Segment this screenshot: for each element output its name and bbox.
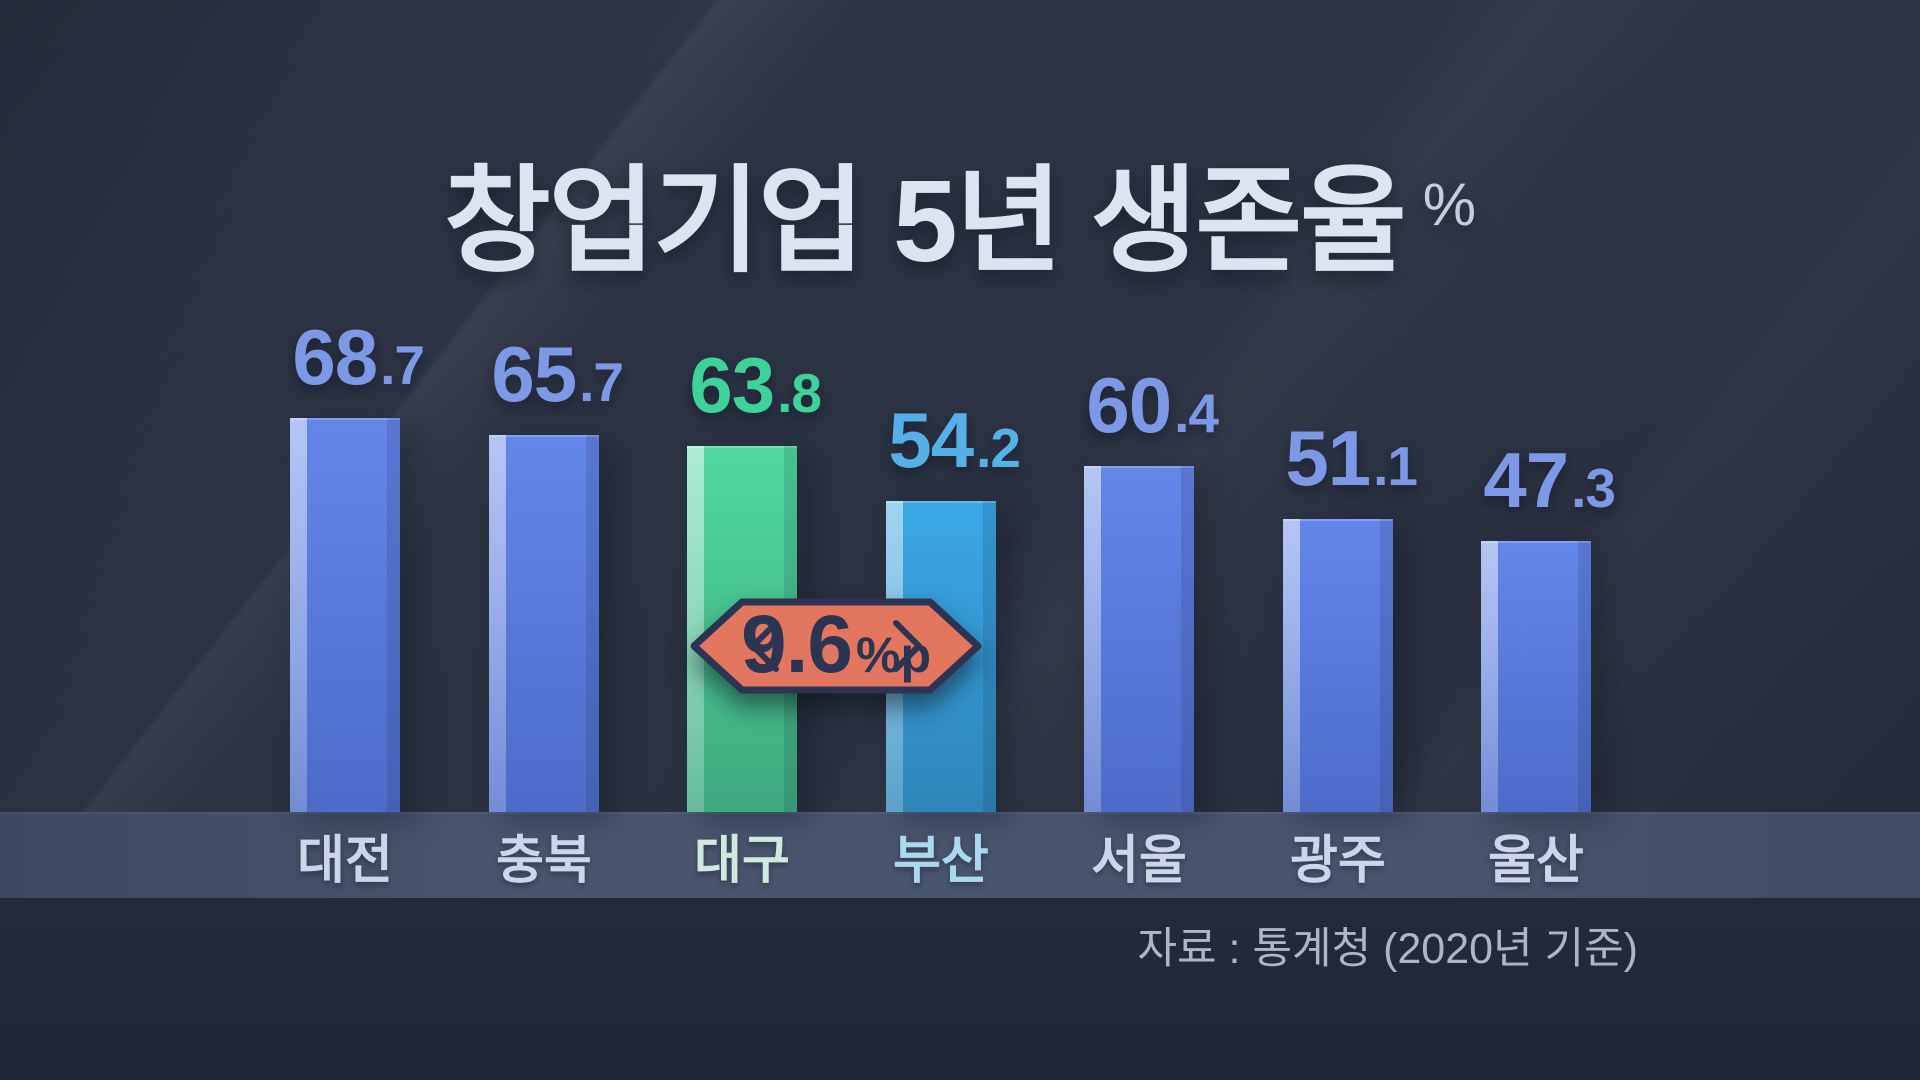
region-label-3: 대구	[694, 831, 790, 890]
bar-value-label: 60.4	[1086, 366, 1219, 444]
bar-right-shade	[1181, 466, 1194, 812]
bar-value-label: 54.2	[888, 401, 1021, 479]
bar-6	[1283, 519, 1393, 812]
badge-hexagon	[690, 598, 982, 694]
bar-7	[1481, 541, 1591, 812]
difference-badge: 9.6%p	[690, 596, 982, 696]
bar-right-shade	[1380, 519, 1393, 812]
chart-title-text: 창업기업 5년 생존율	[443, 155, 1407, 286]
bar-value-decimal: .8	[777, 362, 822, 424]
bar-1	[290, 418, 400, 812]
bar-value-integer: 47	[1483, 436, 1569, 524]
bar-value-label: 47.3	[1483, 441, 1616, 519]
bar-value-integer: 51	[1285, 414, 1371, 502]
bar-left-highlight	[1283, 519, 1300, 812]
chart-title-unit: %	[1422, 171, 1477, 238]
bar-right-shade	[983, 501, 996, 812]
region-label-1: 대전	[297, 831, 393, 890]
bar-right-shade	[586, 435, 599, 812]
bar-left-highlight	[687, 446, 704, 812]
bar-value-decimal: .2	[976, 417, 1021, 479]
bar-left-highlight	[1481, 541, 1498, 812]
bar-value-decimal: .1	[1373, 435, 1418, 497]
x-axis-band	[0, 812, 1920, 898]
bar-left-highlight	[290, 418, 307, 812]
bar-value-label: 68.7	[292, 318, 425, 396]
bar-value-integer: 63	[689, 341, 775, 429]
bar-right-shade	[387, 418, 400, 812]
chart-title: 창업기업 5년 생존율 %	[0, 128, 1920, 293]
bar-value-integer: 54	[888, 396, 974, 484]
badge-text: 9.6%p	[690, 596, 982, 696]
bar-value-decimal: .7	[380, 334, 425, 396]
bar-value-label: 51.1	[1285, 419, 1418, 497]
badge-value: 9.6	[741, 599, 853, 690]
bar-2	[489, 435, 599, 812]
bar-value-label: 63.8	[689, 346, 822, 424]
bar-value-label: 65.7	[491, 335, 624, 413]
region-label-4: 부산	[893, 831, 989, 890]
badge-unit: %p	[856, 627, 931, 683]
bar-left-highlight	[489, 435, 506, 812]
bar-value-decimal: .3	[1571, 457, 1616, 519]
right-chevron-icon	[893, 620, 922, 672]
bar-value-decimal: .4	[1174, 382, 1219, 444]
difference-badge-shape-svg	[690, 598, 982, 694]
region-label-6: 광주	[1290, 831, 1386, 890]
bar-left-highlight	[1084, 466, 1101, 812]
bar-value-integer: 65	[491, 330, 577, 418]
footer-area	[0, 898, 1920, 1080]
bar-value-integer: 60	[1086, 361, 1172, 449]
left-chevron-icon	[750, 620, 779, 672]
bar-value-integer: 68	[292, 313, 378, 401]
bar-5	[1084, 466, 1194, 812]
bar-value-decimal: .7	[579, 351, 624, 413]
source-note: 자료 : 통계청 (2020년 기준)	[1137, 925, 1638, 973]
region-label-2: 충북	[496, 831, 592, 890]
bar-right-shade	[1578, 541, 1591, 812]
region-label-7: 울산	[1488, 831, 1584, 890]
region-label-5: 서울	[1091, 831, 1187, 890]
